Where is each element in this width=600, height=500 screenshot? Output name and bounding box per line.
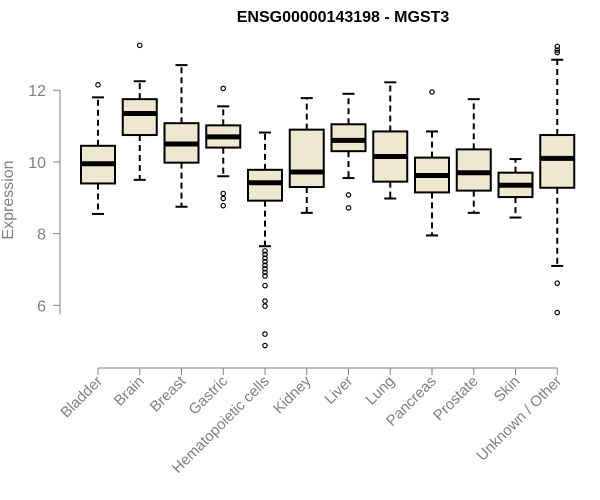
outlier-point bbox=[262, 331, 268, 337]
box-group bbox=[414, 89, 450, 237]
chart-title: ENSG00000143198 - MGST3 bbox=[237, 9, 450, 26]
outlier-point bbox=[220, 85, 227, 92]
outlier-point bbox=[262, 273, 268, 279]
x-tick-label: Prostate bbox=[430, 373, 482, 425]
y-tick-label: 8 bbox=[37, 227, 46, 244]
x-tick-label: Skin bbox=[491, 373, 524, 406]
outlier-point bbox=[345, 205, 352, 211]
box-iqr bbox=[121, 98, 158, 137]
outlier-point bbox=[554, 43, 561, 50]
y-axis-ticks: 6 8 10 12 bbox=[28, 83, 60, 315]
x-tick-label: Kidney bbox=[270, 372, 315, 417]
box-group bbox=[497, 158, 534, 219]
outlier-point bbox=[345, 192, 352, 198]
y-tick-label: 10 bbox=[28, 155, 46, 172]
y-axis-label: Expression bbox=[0, 160, 17, 239]
box-group bbox=[330, 92, 367, 211]
box-series bbox=[80, 42, 576, 349]
outlier-point bbox=[95, 82, 101, 88]
x-tick-label: Breast bbox=[147, 372, 190, 415]
outlier-point bbox=[220, 190, 227, 197]
box-iqr bbox=[455, 148, 492, 192]
outlier-point bbox=[554, 280, 561, 286]
outlier-point bbox=[262, 251, 268, 258]
x-tick-label: Lung bbox=[362, 373, 398, 409]
outlier-point bbox=[136, 42, 143, 49]
outlier-point bbox=[220, 202, 227, 209]
outlier-point bbox=[262, 298, 268, 304]
box-group bbox=[455, 98, 492, 214]
outlier-point bbox=[554, 47, 561, 53]
outlier-point bbox=[262, 282, 268, 289]
outlier-point bbox=[262, 248, 268, 254]
outlier-point bbox=[262, 255, 268, 261]
box-iqr bbox=[247, 168, 283, 202]
box-group bbox=[539, 43, 576, 316]
x-tick-label: Brain bbox=[111, 373, 148, 410]
outlier-point bbox=[262, 262, 268, 269]
box-group bbox=[121, 42, 158, 181]
outlier-point bbox=[220, 195, 227, 202]
box-group bbox=[372, 81, 409, 200]
x-tick-label: Liver bbox=[321, 373, 356, 408]
box-iqr bbox=[539, 134, 576, 189]
box-group bbox=[205, 85, 242, 209]
outlier-point bbox=[262, 258, 268, 265]
outlier-point bbox=[429, 89, 435, 95]
outlier-point bbox=[262, 269, 268, 276]
outlier-point bbox=[554, 309, 561, 316]
box-iqr bbox=[288, 128, 325, 189]
outlier-point bbox=[262, 265, 268, 272]
y-tick-label: 6 bbox=[37, 298, 46, 315]
y-tick-label: 12 bbox=[28, 83, 46, 100]
outlier-point bbox=[262, 303, 268, 309]
outlier-point bbox=[554, 49, 561, 56]
box-iqr bbox=[330, 123, 367, 153]
box-group bbox=[80, 82, 116, 215]
outlier-point bbox=[262, 342, 268, 349]
box-group bbox=[247, 131, 283, 349]
x-tick-label: Bladder bbox=[57, 373, 106, 422]
box-group bbox=[288, 97, 325, 214]
box-group bbox=[163, 64, 200, 208]
